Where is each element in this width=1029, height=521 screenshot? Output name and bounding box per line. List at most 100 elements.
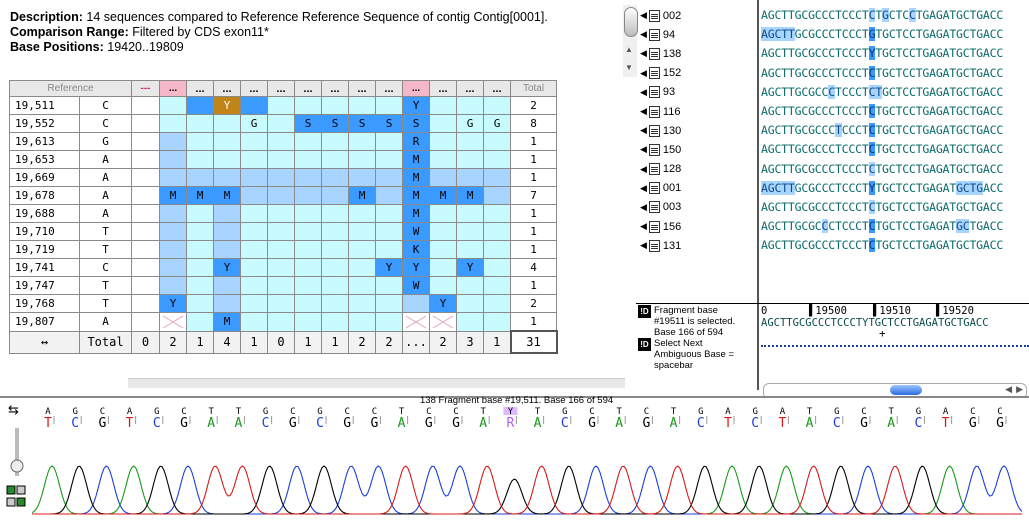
variant-cell[interactable] xyxy=(376,277,403,295)
variant-cell[interactable] xyxy=(457,313,484,332)
variant-cell[interactable] xyxy=(241,187,268,205)
sequence-name-item[interactable]: ◀ 138 xyxy=(640,44,755,63)
variant-cell[interactable] xyxy=(160,115,187,133)
variant-cell[interactable] xyxy=(187,205,214,223)
base-position[interactable]: 19,768 xyxy=(10,295,80,313)
variant-cell[interactable] xyxy=(241,133,268,151)
variant-cell[interactable] xyxy=(241,97,268,115)
variant-cell[interactable] xyxy=(349,151,376,169)
variant-cell[interactable]: M xyxy=(403,169,430,187)
variant-cell[interactable] xyxy=(322,205,349,223)
variant-cell[interactable]: G xyxy=(241,115,268,133)
variant-cell[interactable] xyxy=(160,313,187,332)
variant-cell[interactable] xyxy=(132,313,160,332)
base-position[interactable]: 19,653 xyxy=(10,151,80,169)
variant-cell[interactable] xyxy=(268,97,295,115)
variant-cell[interactable] xyxy=(322,259,349,277)
variant-cell[interactable] xyxy=(268,205,295,223)
variant-cell[interactable] xyxy=(349,313,376,332)
variant-cell[interactable] xyxy=(322,295,349,313)
variant-cell[interactable] xyxy=(241,241,268,259)
grid-header-sequence-column[interactable]: ... xyxy=(295,81,322,97)
variant-cell[interactable] xyxy=(295,187,322,205)
base-position[interactable]: 19,669 xyxy=(10,169,80,187)
variant-cell[interactable] xyxy=(241,277,268,295)
variant-cell[interactable]: M xyxy=(430,187,457,205)
variant-cell[interactable] xyxy=(132,97,160,115)
expand-arrow-icon[interactable]: ◀ xyxy=(640,68,647,79)
variant-cell[interactable] xyxy=(322,223,349,241)
variant-cell[interactable]: W xyxy=(403,223,430,241)
sequence-row[interactable]: AGCTTGCGCCCTCCCTCTGCTCCTGAGATGCTGACC xyxy=(761,160,1029,179)
variant-cell[interactable]: M xyxy=(403,151,430,169)
variant-cell[interactable] xyxy=(376,223,403,241)
variant-cell[interactable] xyxy=(187,277,214,295)
variant-cell[interactable] xyxy=(457,205,484,223)
sequence-row[interactable]: AGCTTGCGCCCTCCCTGTGCTCCTGAGATGCTGACC xyxy=(761,25,1029,44)
variant-cell[interactable] xyxy=(132,187,160,205)
variant-cell[interactable] xyxy=(214,169,241,187)
base-position[interactable]: 19,747 xyxy=(10,277,80,295)
base-position[interactable]: 19,741 xyxy=(10,259,80,277)
variant-cell[interactable] xyxy=(132,223,160,241)
grid-row[interactable]: 19,669 A M 1 xyxy=(10,169,557,187)
expand-arrow-icon[interactable]: ◀ xyxy=(640,29,647,40)
variant-cell[interactable] xyxy=(268,169,295,187)
scroll-right-arrow-icon[interactable]: ▶ xyxy=(1016,384,1023,395)
sequence-name-item[interactable]: ◀ 156 xyxy=(640,217,755,236)
grid-row[interactable]: 19,688 A M 1 xyxy=(10,205,557,223)
variant-cell[interactable] xyxy=(457,133,484,151)
variant-cell[interactable] xyxy=(160,97,187,115)
variant-cell[interactable] xyxy=(268,295,295,313)
grid-row[interactable]: 19,807 A M 1 xyxy=(10,313,557,332)
variant-cell[interactable] xyxy=(268,259,295,277)
variant-cell[interactable] xyxy=(214,133,241,151)
scroll-up-arrow-icon[interactable]: ▲ xyxy=(625,45,633,54)
variant-cell[interactable] xyxy=(403,313,430,332)
variant-cell[interactable]: S xyxy=(349,115,376,133)
variant-cell[interactable] xyxy=(160,277,187,295)
variant-cell[interactable] xyxy=(430,259,457,277)
sequence-name-item[interactable]: ◀ 128 xyxy=(640,160,755,179)
expand-arrow-icon[interactable]: ◀ xyxy=(640,48,647,59)
grid-header-sequence-column[interactable]: ... xyxy=(484,81,511,97)
sequence-row[interactable]: AGCTTGCGCCCTCCCTCTGCTCCTGAGATGCTGACC xyxy=(761,236,1029,255)
variant-cell[interactable] xyxy=(484,223,511,241)
variant-cell[interactable] xyxy=(132,151,160,169)
trace-control-icons[interactable]: ⇆ xyxy=(4,400,30,516)
variant-cell[interactable] xyxy=(457,241,484,259)
variant-cell[interactable] xyxy=(349,223,376,241)
variant-cell[interactable] xyxy=(214,151,241,169)
variant-cell[interactable] xyxy=(457,151,484,169)
variant-cell[interactable]: M xyxy=(214,187,241,205)
expand-arrow-icon[interactable]: ◀ xyxy=(640,10,647,21)
grid-header-sequence-column[interactable]: ... xyxy=(187,81,214,97)
variant-cell[interactable]: Y xyxy=(430,295,457,313)
variant-cell[interactable] xyxy=(376,151,403,169)
pane-divider[interactable] xyxy=(757,0,759,390)
sequence-list-scrollbar[interactable]: ▲ ▼ xyxy=(623,5,637,77)
grid-header-sequence-column[interactable]: ... xyxy=(322,81,349,97)
variant-cell[interactable] xyxy=(241,295,268,313)
base-position[interactable]: 19,613 xyxy=(10,133,80,151)
variant-cell[interactable] xyxy=(322,277,349,295)
variant-cell[interactable] xyxy=(322,313,349,332)
sequence-name-item[interactable]: ◀ 002 xyxy=(640,6,755,25)
variant-cell[interactable] xyxy=(132,205,160,223)
variant-cell[interactable]: Y xyxy=(214,259,241,277)
sequence-row[interactable]: AGCTTGCGCCCTCCCTYTGCTCCTGAGATGCTGACC xyxy=(761,44,1029,63)
variant-cell[interactable] xyxy=(295,169,322,187)
variant-cell[interactable] xyxy=(349,133,376,151)
grid-row[interactable]: 19,678 A M M M M M M M 7 xyxy=(10,187,557,205)
variant-cell[interactable] xyxy=(457,295,484,313)
variant-cell[interactable] xyxy=(160,133,187,151)
grid-row[interactable]: 19,719 T K 1 xyxy=(10,241,557,259)
base-position[interactable]: 19,807 xyxy=(10,313,80,332)
variant-cell[interactable] xyxy=(214,205,241,223)
expand-arrow-icon[interactable]: ◀ xyxy=(640,164,647,175)
variant-cell[interactable]: S xyxy=(295,115,322,133)
variant-cell[interactable]: M xyxy=(403,205,430,223)
variant-cell[interactable]: W xyxy=(403,277,430,295)
variant-cell[interactable] xyxy=(349,277,376,295)
grid-horizontal-scrollbar[interactable] xyxy=(128,378,625,388)
